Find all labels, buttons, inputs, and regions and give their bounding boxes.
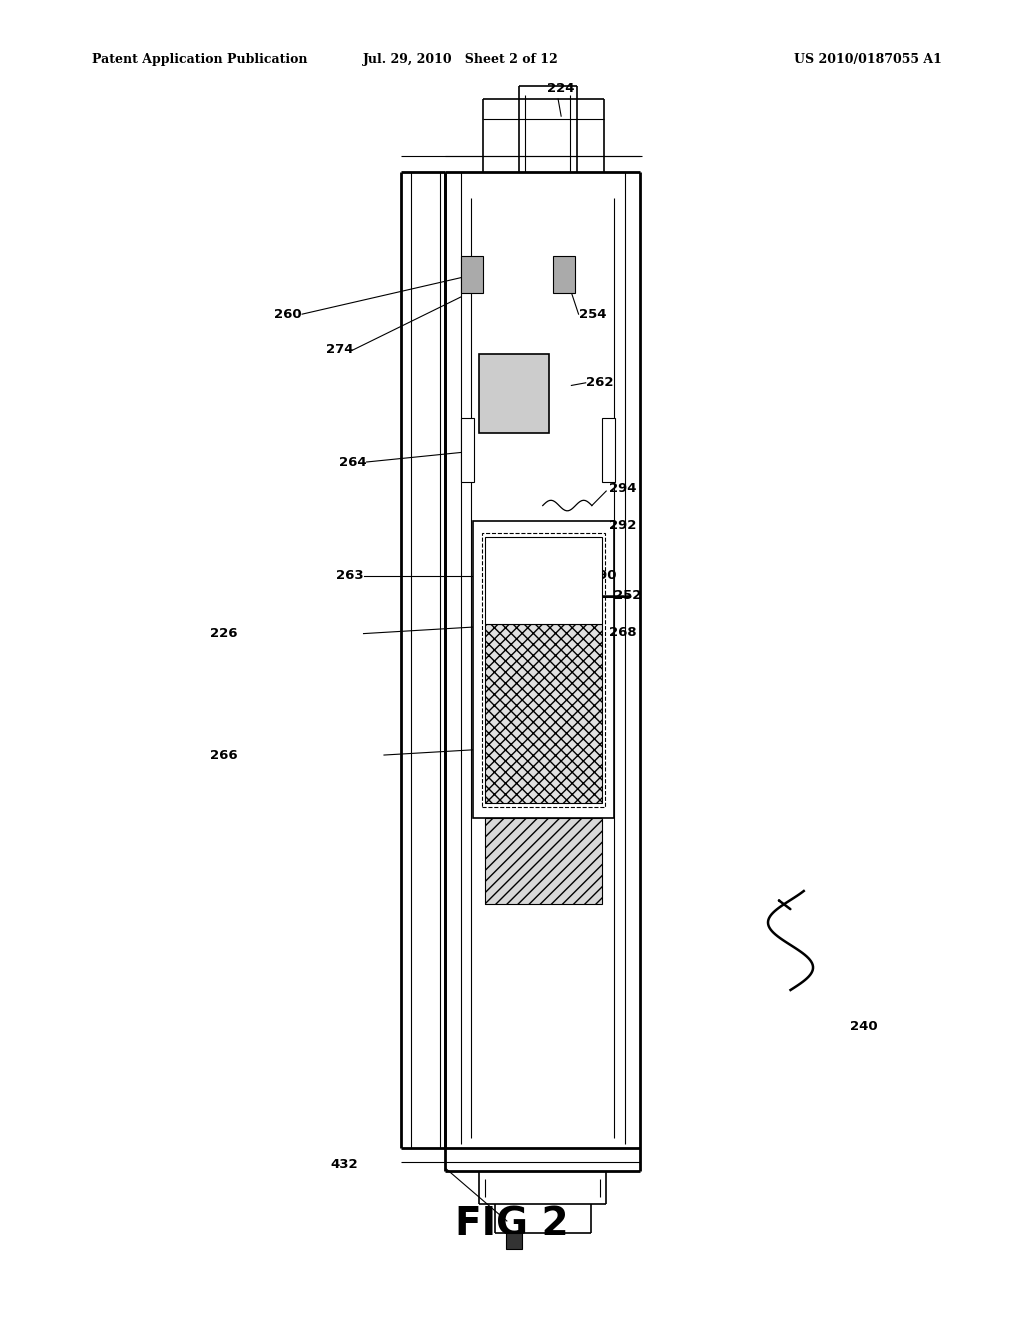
Text: US 2010/0187055 A1: US 2010/0187055 A1: [795, 53, 942, 66]
Bar: [485, 818, 602, 904]
Text: 260: 260: [274, 308, 302, 321]
Text: Jul. 29, 2010   Sheet 2 of 12: Jul. 29, 2010 Sheet 2 of 12: [362, 53, 559, 66]
Bar: [506, 1233, 522, 1249]
Bar: [479, 354, 549, 433]
Text: FIG 2: FIG 2: [456, 1206, 568, 1243]
Text: 226: 226: [210, 627, 238, 640]
Text: Patent Application Publication: Patent Application Publication: [92, 53, 307, 66]
Text: 274: 274: [326, 343, 353, 356]
Text: 268: 268: [609, 626, 637, 639]
Bar: [461, 256, 483, 293]
Text: 224: 224: [548, 82, 574, 95]
Text: 264: 264: [339, 455, 367, 469]
Bar: [602, 418, 615, 482]
Text: 290: 290: [589, 569, 616, 582]
Text: 252: 252: [614, 589, 642, 602]
Text: 254: 254: [579, 308, 606, 321]
Bar: [473, 521, 614, 818]
Text: 266: 266: [210, 748, 238, 762]
Text: 432: 432: [331, 1158, 358, 1171]
Bar: [485, 537, 602, 624]
Bar: [485, 624, 602, 803]
Text: 263: 263: [336, 569, 364, 582]
Bar: [461, 418, 474, 482]
Text: 262: 262: [586, 376, 613, 389]
Text: 292: 292: [609, 519, 637, 532]
Text: 240: 240: [850, 1020, 878, 1034]
Bar: [482, 533, 605, 807]
Text: 294: 294: [609, 482, 637, 495]
Bar: [553, 256, 575, 293]
